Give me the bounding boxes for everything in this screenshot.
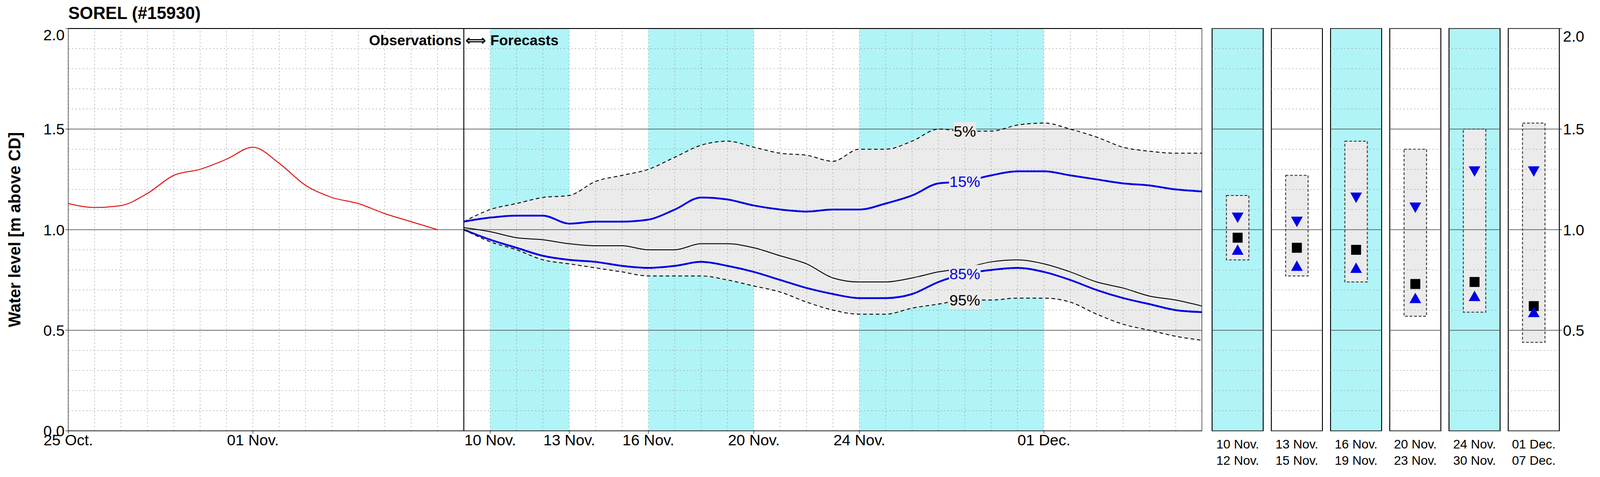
svg-text:24 Nov.: 24 Nov. (833, 430, 886, 449)
svg-text:1.5: 1.5 (43, 120, 65, 138)
svg-text:1.0: 1.0 (1562, 221, 1585, 239)
html-text:01 Dec.: 01 Dec. (1511, 436, 1556, 451)
svg-text:0.5: 0.5 (1562, 321, 1585, 339)
svg-text:2.0: 2.0 (43, 26, 65, 44)
svg-text:10 Nov.: 10 Nov. (464, 430, 517, 449)
html-text:10 Nov.: 10 Nov. (1216, 436, 1259, 451)
html-text:12 Nov.: 12 Nov. (1216, 453, 1259, 468)
html-text:16 Nov.: 16 Nov. (1334, 436, 1378, 451)
html-text:20 Nov.: 20 Nov. (1393, 436, 1437, 451)
svg-text:1.5: 1.5 (1562, 120, 1585, 138)
svg-text:85%: 85% (949, 264, 981, 283)
svg-text:1.0: 1.0 (43, 221, 65, 239)
html-text:23 Nov.: 23 Nov. (1393, 453, 1437, 468)
html-text:15 Nov.: 15 Nov. (1275, 453, 1319, 468)
svg-text:15%: 15% (949, 172, 981, 190)
svg-text:0.5: 0.5 (43, 321, 65, 339)
svg-text:20 Nov.: 20 Nov. (727, 430, 780, 449)
svg-text:16 Nov.: 16 Nov. (622, 430, 675, 449)
html-text:07 Dec.: 07 Dec. (1511, 453, 1556, 468)
svg-text:2.0: 2.0 (1562, 27, 1585, 45)
svg-text:5%: 5% (953, 122, 976, 140)
svg-text:95%: 95% (949, 291, 981, 309)
svg-text:01 Dec.: 01 Dec. (1017, 430, 1071, 449)
svg-text:13 Nov.: 13 Nov. (543, 430, 596, 449)
html-text:13 Nov.: 13 Nov. (1275, 436, 1319, 451)
html-text:19 Nov.: 19 Nov. (1334, 453, 1378, 468)
svg-text:Water level [m above CD]: Water level [m above CD] (5, 132, 24, 327)
svg-text:01 Nov.: 01 Nov. (226, 430, 279, 449)
svg-text:0.0: 0.0 (43, 421, 65, 439)
svg-text:Observations ⟺ Forecasts: Observations ⟺ Forecasts (368, 32, 559, 49)
html-text:30 Nov.: 30 Nov. (1453, 453, 1496, 468)
html-text:SOREL (#15930): SOREL (#15930) (68, 3, 201, 23)
html-text:24 Nov.: 24 Nov. (1453, 436, 1496, 451)
svg-text:25 Oct.: 25 Oct. (43, 430, 94, 449)
